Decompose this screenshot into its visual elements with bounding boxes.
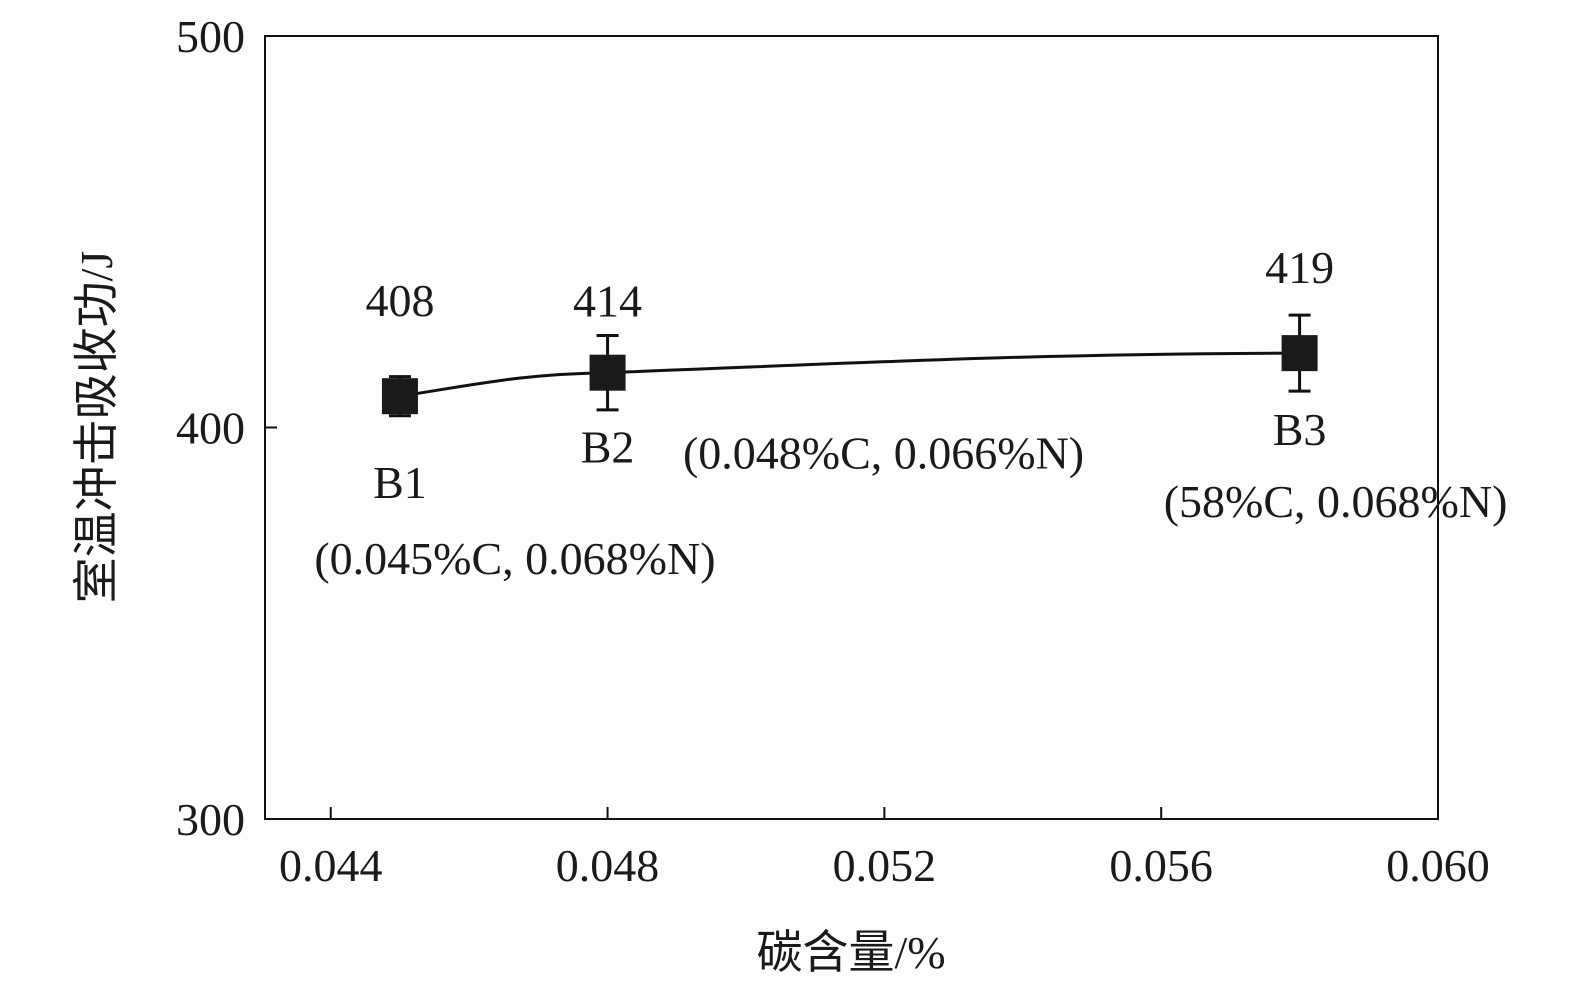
- data-point-B2: [589, 354, 626, 391]
- x-tick-label: 0.052: [833, 840, 937, 891]
- value-label: 408: [365, 275, 434, 326]
- x-tick-label: 0.048: [556, 840, 660, 891]
- composition-label: (0.048%C, 0.066%N): [683, 428, 1084, 479]
- composition-label: (58%C, 0.068%N): [1164, 476, 1508, 527]
- data-point-B1: [381, 378, 418, 415]
- x-tick-label: 0.060: [1386, 840, 1490, 891]
- value-label: 414: [573, 276, 642, 327]
- point-name-label: B1: [373, 457, 427, 508]
- x-tick-label: 0.044: [279, 840, 383, 891]
- series-line: [399, 351, 1300, 398]
- y-tick-label: 300: [176, 794, 245, 845]
- y-tick-label: 400: [176, 403, 245, 454]
- composition-label: (0.045%C, 0.068%N): [314, 533, 715, 584]
- value-label: 419: [1265, 242, 1334, 293]
- x-tick-label: 0.056: [1109, 840, 1213, 891]
- point-name-label: B2: [581, 422, 635, 473]
- y-axis-label: 室温冲击吸收功/J: [71, 251, 122, 604]
- point-name-label: B3: [1273, 404, 1327, 455]
- data-point-B3: [1281, 335, 1318, 372]
- y-tick-label: 500: [176, 11, 245, 62]
- x-axis-label: 碳含量/%: [756, 927, 945, 978]
